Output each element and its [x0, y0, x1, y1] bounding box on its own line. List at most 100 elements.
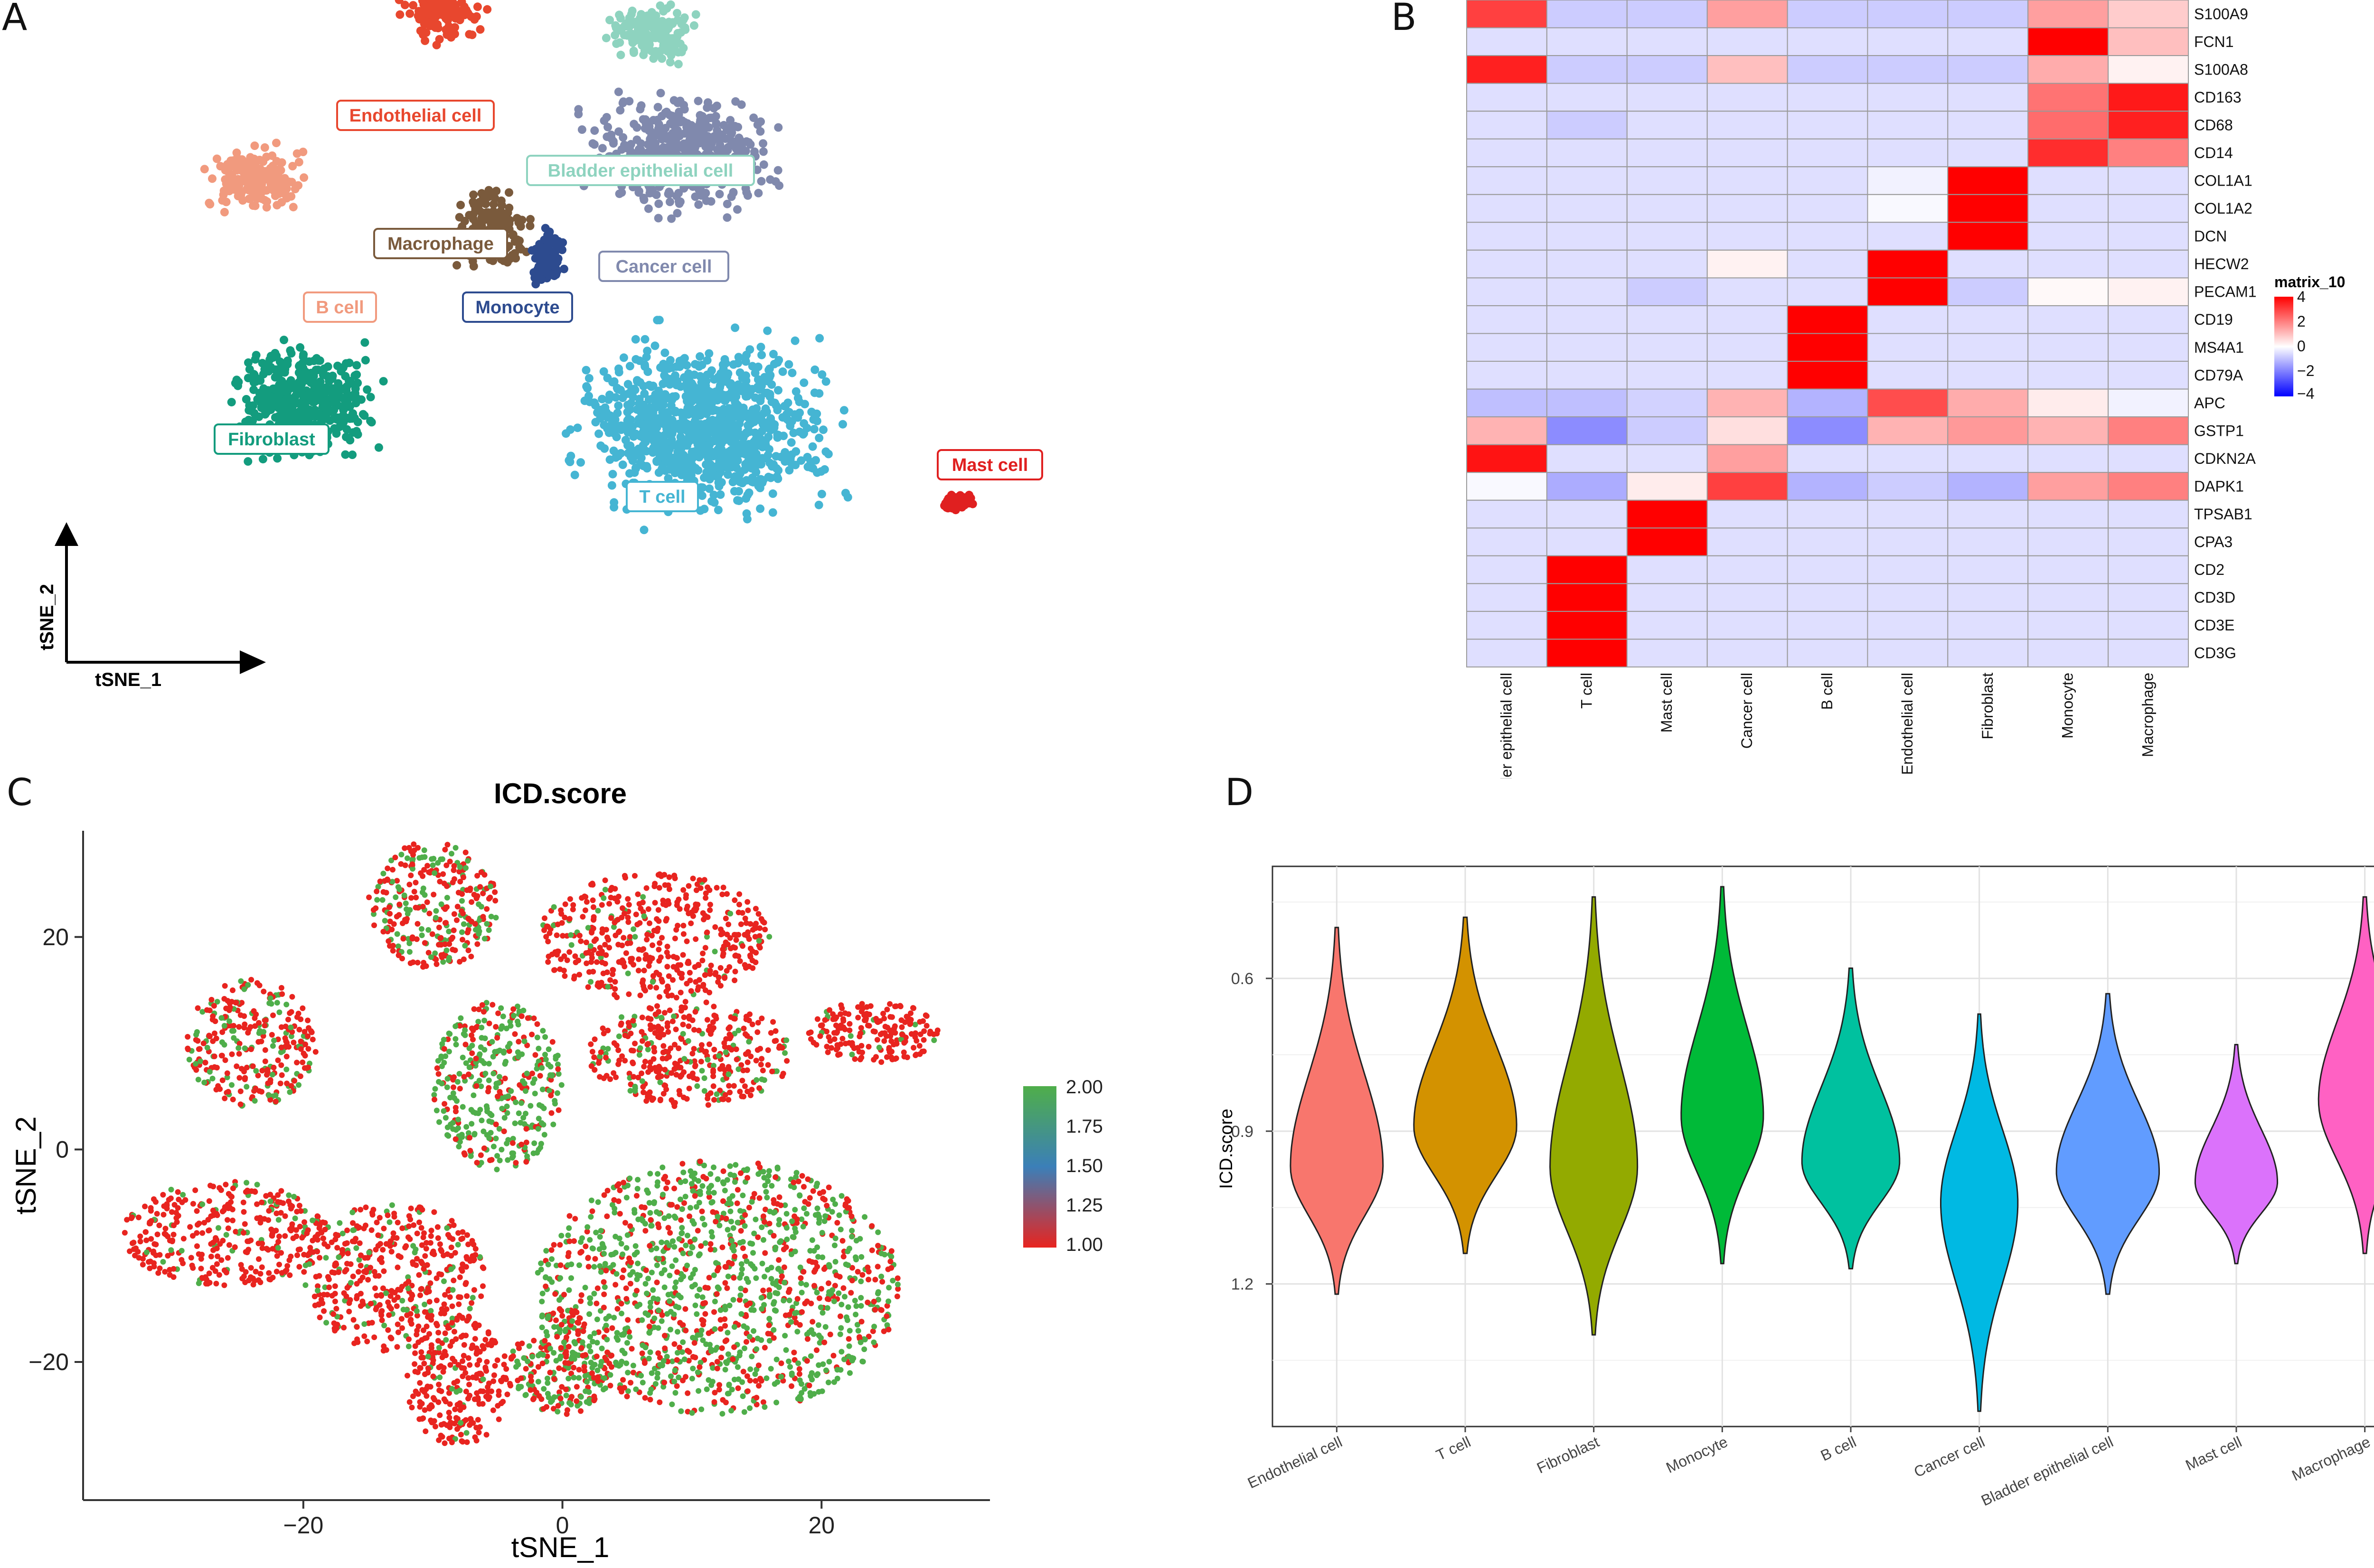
hm-row-label: GSTP1 — [2194, 422, 2244, 439]
pa-cluster — [528, 224, 568, 289]
pc-point — [674, 1061, 680, 1068]
pa-point — [281, 190, 290, 199]
pa-point — [679, 355, 688, 364]
pc-point — [595, 908, 601, 914]
pc-point — [680, 887, 687, 893]
pa-point — [654, 214, 663, 223]
pc-point — [562, 973, 568, 979]
pa-point — [788, 368, 797, 377]
pc-point — [458, 1015, 464, 1021]
hm-cell — [1867, 249, 1949, 279]
pa-point — [679, 44, 688, 53]
pc-point — [451, 927, 457, 933]
pa-point — [708, 406, 717, 415]
pa-point — [698, 398, 707, 407]
pa-point — [749, 446, 758, 455]
pc-point — [396, 952, 402, 958]
pc-point — [912, 1022, 918, 1028]
pa-point — [803, 462, 812, 471]
hm-cell — [2108, 27, 2189, 56]
pa-point — [768, 489, 777, 498]
pc-point — [274, 1000, 280, 1006]
pa-point — [697, 360, 707, 369]
pc-point — [406, 882, 413, 888]
pc-point — [217, 1086, 223, 1092]
pa-point — [803, 452, 812, 461]
pa-point — [727, 121, 736, 130]
pc-point — [474, 873, 480, 879]
pc-point — [464, 887, 470, 893]
pc-point — [227, 1004, 233, 1010]
hm-col-label: T cell — [1578, 673, 1595, 709]
pc-point — [236, 1045, 242, 1051]
hm-cell — [1466, 555, 1547, 584]
pa-point — [619, 97, 628, 106]
hm-cell — [2027, 388, 2109, 418]
pa-point — [462, 5, 471, 14]
pc-point — [450, 1120, 456, 1126]
pc-point — [483, 1000, 490, 1006]
pc-point — [744, 1059, 751, 1065]
pa-point — [543, 237, 552, 245]
pc-point — [652, 900, 658, 906]
pc-point — [714, 1091, 720, 1097]
pc-point — [496, 1126, 502, 1132]
pc-point — [452, 876, 457, 882]
pa-point — [472, 12, 481, 21]
pa-point — [650, 341, 659, 350]
hm-cell — [1947, 388, 2029, 418]
pc-point — [238, 978, 244, 984]
pc-point — [218, 1015, 225, 1021]
pa-point — [276, 166, 285, 175]
pc-point — [447, 858, 453, 864]
pa-point — [769, 349, 778, 358]
pc-point — [375, 884, 381, 890]
pc-point — [659, 1014, 665, 1021]
pc-point — [710, 1073, 716, 1080]
pc-point — [253, 1085, 259, 1091]
pa-point — [614, 87, 623, 96]
pc-point — [435, 1071, 442, 1077]
pc-point — [639, 1070, 645, 1076]
pc-point — [714, 885, 720, 891]
pc-point — [627, 1088, 633, 1094]
pc-point — [637, 920, 643, 926]
pc-point — [242, 1021, 248, 1027]
pc-point — [202, 1060, 208, 1066]
hm-cell — [2108, 444, 2189, 473]
pa-point — [674, 110, 683, 119]
pa-point — [273, 201, 282, 210]
pa-point — [820, 465, 829, 474]
pc-point — [497, 1089, 503, 1095]
pc-point — [639, 947, 645, 953]
pa-point — [773, 166, 782, 175]
pa-point — [694, 96, 703, 105]
pa-point — [469, 190, 478, 199]
pc-point — [305, 1017, 311, 1023]
pa-point — [711, 429, 720, 438]
hm-cell — [1466, 27, 1547, 56]
pc-point — [225, 1089, 231, 1095]
pc-point — [438, 1055, 444, 1061]
pc-point — [479, 1035, 485, 1041]
pa-point — [274, 189, 283, 198]
pa-point — [272, 365, 280, 374]
pc-point — [432, 1086, 438, 1092]
pc-point — [712, 924, 718, 930]
pc-point — [456, 1144, 462, 1150]
pc-point — [543, 1056, 549, 1062]
hm-cell — [1546, 499, 1628, 529]
pa-point — [735, 419, 744, 428]
pc-point — [766, 934, 772, 940]
hm-cell — [2108, 472, 2189, 501]
pc-point — [588, 959, 594, 965]
pc-point — [602, 942, 608, 948]
hm-cell — [1787, 83, 1868, 112]
pa-point — [538, 262, 547, 271]
pa-point — [758, 454, 767, 463]
pc-point — [229, 1051, 235, 1057]
pc-point — [615, 929, 622, 935]
pc-point — [432, 950, 438, 957]
pc-point — [623, 950, 629, 956]
hm-cell — [1546, 222, 1628, 251]
